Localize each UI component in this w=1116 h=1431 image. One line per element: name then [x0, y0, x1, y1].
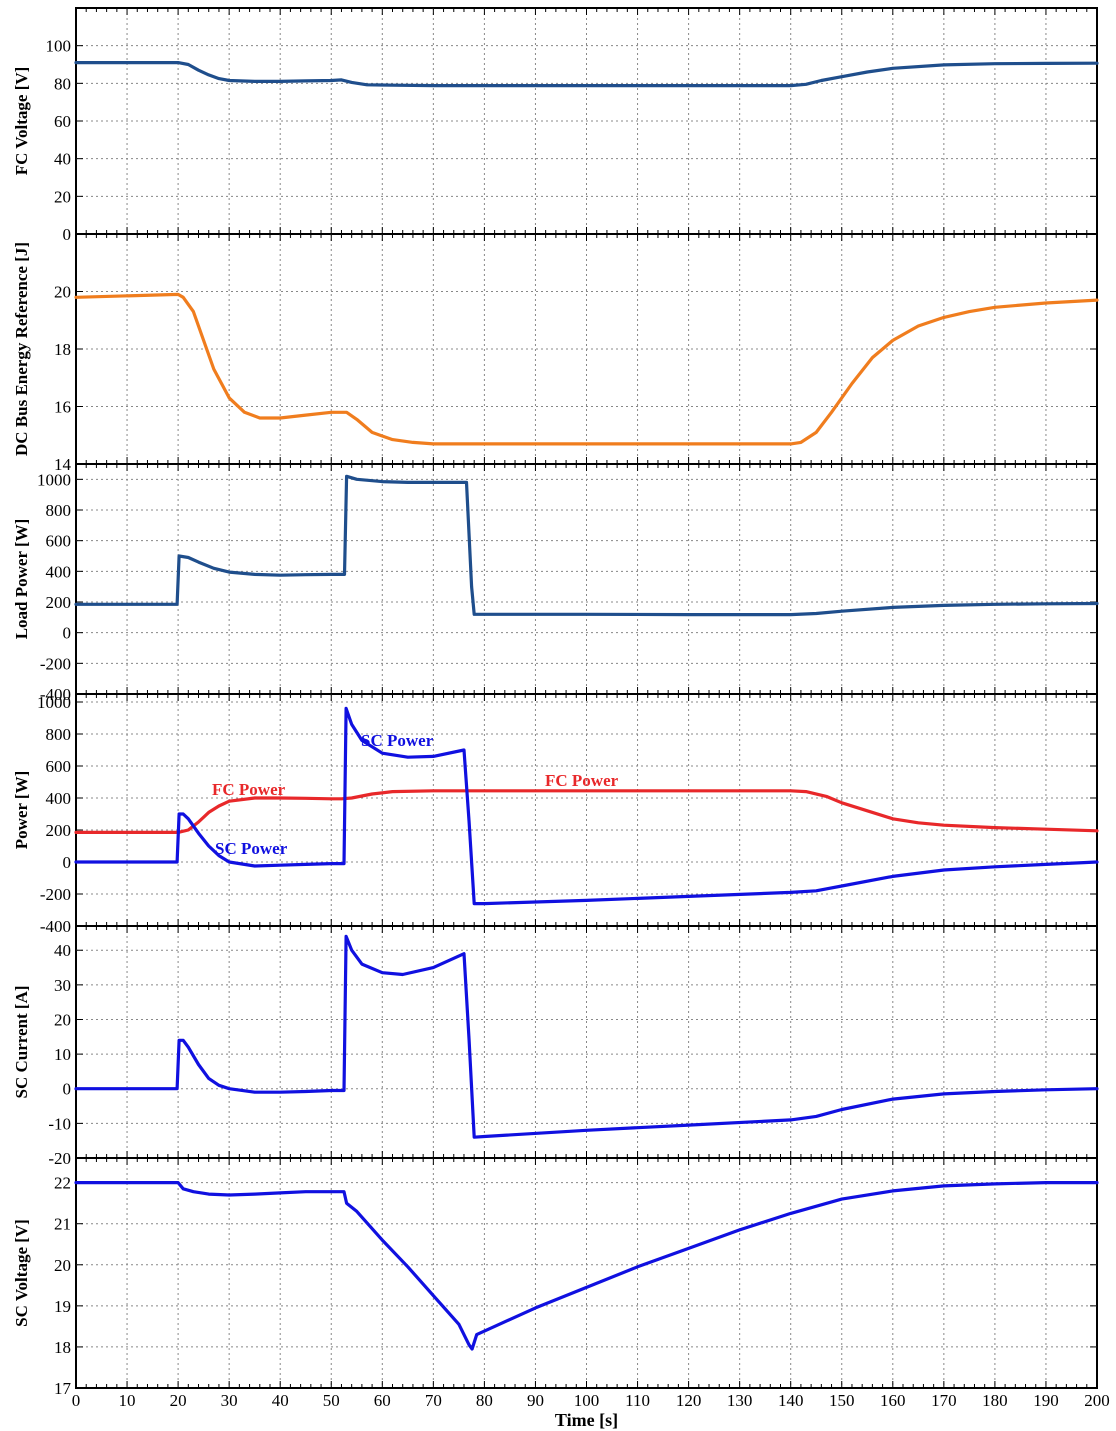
sc-power-annotation: SC Power: [215, 839, 288, 858]
x-tick-label: 0: [72, 1391, 81, 1410]
y-tick-label: 200: [46, 821, 72, 840]
y-tick-label: 600: [46, 532, 72, 551]
panel-1: 0 20 40 60 80 100 FC Voltage [V]: [12, 7, 1099, 244]
y-tick-label: 100: [46, 37, 72, 56]
x-tick-label: 100: [574, 1391, 600, 1410]
panel-2: 14 16 18 20 DC Bus Energy Reference [J]: [12, 233, 1099, 474]
y-tick-label: 21: [54, 1215, 71, 1234]
y-tick-label: -20: [48, 1149, 71, 1168]
y-tick-label: 40: [54, 150, 71, 169]
y-tick-label: 1000: [37, 693, 71, 712]
series-line-1: [74, 1180, 1099, 1351]
y-tick-label: 18: [54, 1338, 71, 1357]
y-tick-label: -200: [40, 654, 71, 673]
y-axis-label: FC Voltage [V]: [12, 67, 31, 176]
y-tick-label: -400: [40, 685, 71, 704]
series-line-fc-power: [74, 789, 1099, 835]
y-tick-label: 18: [54, 340, 71, 359]
sc-power-annotation: SC Power: [361, 731, 434, 750]
series-line-1: [74, 934, 1099, 1139]
y-tick-label: 1000: [37, 470, 71, 489]
y-tick-label: 20: [54, 187, 71, 206]
x-tick-label: 50: [323, 1391, 340, 1410]
y-axis-label: SC Current [A]: [12, 985, 31, 1098]
y-tick-label: 22: [54, 1174, 71, 1193]
x-tick-label: 110: [625, 1391, 650, 1410]
x-tick-label: 190: [1033, 1391, 1059, 1410]
y-tick-label: 14: [54, 455, 72, 474]
y-tick-label: -10: [48, 1114, 71, 1133]
series-line-1: [74, 60, 1099, 88]
x-tick-label: 120: [676, 1391, 702, 1410]
y-tick-label: -400: [40, 917, 71, 936]
panel-4: -400 -200 0 200 400 600 800 1000 Power [W] FC Pow…: [12, 693, 1099, 936]
x-tick-label: 30: [221, 1391, 238, 1410]
x-tick-label: 160: [880, 1391, 906, 1410]
x-axis-label: Time [s]: [555, 1410, 618, 1430]
y-tick-label: -200: [40, 885, 71, 904]
y-tick-label: 19: [54, 1297, 71, 1316]
y-tick-label: 20: [54, 283, 71, 302]
y-tick-label: 600: [46, 757, 72, 776]
y-axis-label: DC Bus Energy Reference [J]: [12, 242, 31, 456]
y-tick-label: 20: [54, 1256, 71, 1275]
y-tick-label: 0: [63, 624, 72, 643]
y-tick-label: 0: [63, 225, 72, 244]
x-tick-label: 130: [727, 1391, 753, 1410]
fc-power-annotation: FC Power: [212, 780, 286, 799]
y-tick-label: 400: [46, 562, 72, 581]
series-line-1: [74, 474, 1099, 617]
x-tick-label: 90: [527, 1391, 544, 1410]
y-tick-label: 10: [54, 1045, 71, 1064]
x-tick-label: 70: [425, 1391, 442, 1410]
x-tick-label: 180: [982, 1391, 1008, 1410]
series-line-1: [74, 292, 1099, 446]
y-tick-label: 400: [46, 789, 72, 808]
x-tick-label: 200: [1084, 1391, 1110, 1410]
y-tick-label: 200: [46, 593, 72, 612]
x-tick-label: 40: [272, 1391, 289, 1410]
y-tick-label: 30: [54, 976, 71, 995]
y-axis-label: Power [W]: [12, 771, 31, 850]
x-tick-label: 150: [829, 1391, 855, 1410]
y-axis-label: SC Voltage [V]: [12, 1219, 31, 1327]
y-tick-label: 800: [46, 725, 72, 744]
y-tick-label: 16: [54, 398, 71, 417]
y-tick-label: 20: [54, 1010, 71, 1029]
panel-3: -400 -200 0 200 400 600 800 1000 Load Power [W]: [12, 463, 1099, 704]
y-tick-label: 60: [54, 112, 71, 131]
y-tick-label: 800: [46, 501, 72, 520]
panel-6: 17 18 19 20 21 22 SC Voltage [V] 0 10 20 30 40 50 60 7…: [12, 1157, 1110, 1430]
x-tick-label: 10: [119, 1391, 136, 1410]
x-tick-label: 20: [170, 1391, 187, 1410]
y-tick-label: 80: [54, 74, 71, 93]
x-tick-label: 140: [778, 1391, 804, 1410]
panel-5: -20 -10 0 10 20 30 40 SC Current [A]: [12, 925, 1099, 1168]
y-tick-label: 40: [54, 941, 71, 960]
x-tick-label: 170: [931, 1391, 957, 1410]
y-tick-label: 17: [54, 1379, 72, 1398]
series-line-sc-power: [74, 706, 1099, 906]
fc-power-annotation: FC Power: [545, 771, 619, 790]
y-tick-label: 0: [63, 1080, 72, 1099]
y-axis-label: Load Power [W]: [12, 519, 31, 640]
x-tick-label: 60: [374, 1391, 391, 1410]
y-tick-label: 0: [63, 853, 72, 872]
x-tick-label: 80: [476, 1391, 493, 1410]
